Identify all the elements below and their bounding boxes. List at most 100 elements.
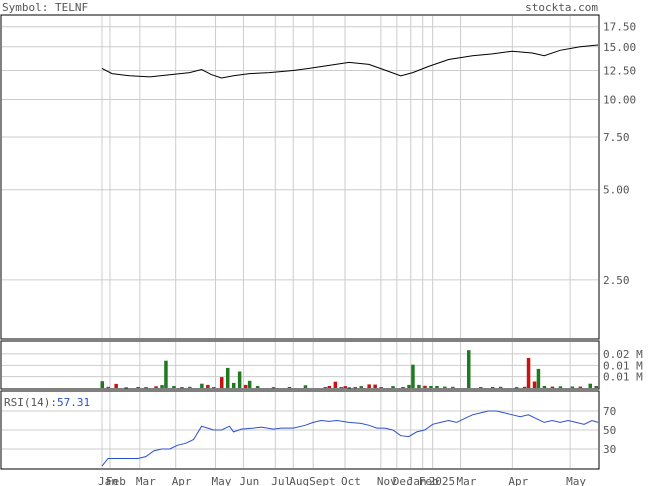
price-tick-label: 7.50 (603, 131, 630, 144)
price-panel-frame (0, 14, 600, 340)
volume-bar (154, 386, 158, 388)
volume-bar (451, 386, 455, 388)
rsi-y-axis: 70 50 30 (603, 405, 616, 456)
volume-bar (160, 385, 164, 388)
price-tick-label: 15.00 (603, 41, 636, 54)
rsi-label: RSI(14):57.31 (4, 396, 90, 409)
volume-bar (327, 386, 332, 388)
volume-y-axis: 0.02 M0.01 M0.01 M (603, 348, 643, 384)
volume-tick-label: 0.01 M (603, 371, 643, 384)
volume-bar (490, 387, 495, 388)
volume-bar (443, 386, 447, 388)
x-tick-label: Sept (309, 475, 336, 486)
volume-gridlines (2, 342, 598, 388)
volume-bar (243, 384, 248, 388)
x-tick-label: Jan (407, 475, 427, 486)
x-tick-label: May (212, 475, 232, 486)
price-tick-label: 12.50 (603, 64, 636, 77)
volume-bar (423, 385, 427, 388)
price-tick-label: 10.00 (603, 94, 636, 107)
price-tick-label: 2.50 (603, 274, 630, 287)
x-tick-label: Feb (106, 475, 126, 486)
x-tick-label: Jul (271, 475, 291, 486)
x-tick-label: Jan (98, 475, 118, 486)
price-gridlines (2, 16, 598, 338)
volume-bar (339, 387, 343, 388)
volume-bar (526, 358, 531, 388)
x-tick-label: Jun (239, 475, 259, 486)
x-tick-label: Dec (393, 475, 413, 486)
x-tick-label: Mar (136, 475, 156, 486)
site-link[interactable]: stockta.com (525, 1, 598, 14)
price-tick-label: 5.00 (603, 184, 630, 197)
volume-bar (467, 350, 471, 388)
volume-bar (359, 386, 363, 388)
rsi-panel-frame (0, 390, 600, 470)
volume-panel-frame (0, 340, 600, 390)
volume-bar (237, 371, 242, 388)
volume-bar (536, 368, 541, 388)
volume-bar (542, 386, 547, 388)
x-tick-label: Nov (377, 475, 397, 486)
volume-bar (558, 386, 563, 388)
volume-bar (271, 387, 276, 389)
symbol-label: Symbol: TELNF (2, 1, 88, 14)
x-tick-label: Apr (172, 475, 192, 486)
volume-bar (200, 383, 204, 388)
volume-bar (106, 386, 110, 388)
volume-bar (353, 387, 357, 389)
volume-bar (212, 387, 216, 388)
x-tick-label: Apr (508, 475, 528, 486)
volume-bar (570, 386, 575, 388)
volume-tick-label: 0.01 M (603, 359, 643, 372)
volume-bar (479, 387, 483, 388)
volume-bar (550, 386, 555, 388)
x-tick-label: Oct (341, 475, 361, 486)
volume-bar (188, 386, 192, 388)
volume-bar (124, 387, 128, 389)
rsi-tick-label: 50 (603, 424, 616, 437)
volume-bar (594, 386, 598, 388)
volume-bar (532, 381, 537, 388)
volume-bar (333, 381, 338, 388)
volume-bar (407, 384, 411, 388)
rsi-series-line (101, 410, 599, 467)
volume-panel: 0.02 M0.01 M0.01 M (0, 340, 643, 390)
volume-bar (514, 387, 519, 389)
x-tick-label: 2025 (429, 475, 456, 486)
price-series-line (101, 44, 599, 79)
volume-bar (578, 386, 583, 388)
volume-bar (180, 387, 184, 389)
volume-bar (172, 386, 176, 388)
x-tick-label: Feb (419, 475, 439, 486)
volume-bar (401, 387, 405, 388)
volume-bar (247, 380, 252, 388)
volume-bars (100, 350, 598, 389)
volume-tick-label: 0.02 M (603, 348, 643, 361)
x-tick-label: Mar (457, 475, 477, 486)
volume-bar (429, 386, 433, 388)
volume-bar (379, 387, 383, 388)
volume-bar (226, 367, 230, 388)
volume-bar (498, 386, 503, 388)
volume-bar (411, 364, 415, 388)
rsi-tick-label: 70 (603, 405, 616, 418)
volume-bar (164, 360, 168, 388)
rsi-panel: 70 50 30 RSI(14):57.31 (0, 390, 616, 470)
rsi-tick-label: 30 (603, 443, 616, 456)
volume-bar (417, 384, 421, 388)
volume-bar (303, 385, 308, 388)
volume-bar (435, 386, 439, 388)
volume-bar (373, 384, 377, 388)
rsi-value: 57.31 (57, 396, 90, 409)
price-panel: 17.50 15.00 12.50 10.00 7.50 5.00 2.50 (0, 14, 636, 340)
volume-bar (323, 387, 328, 388)
volume-bar (522, 386, 527, 388)
volume-bar (287, 387, 292, 388)
volume-bar (588, 383, 592, 388)
rsi-gridlines (2, 392, 598, 468)
volume-bar (144, 387, 148, 389)
volume-bar (206, 384, 210, 388)
